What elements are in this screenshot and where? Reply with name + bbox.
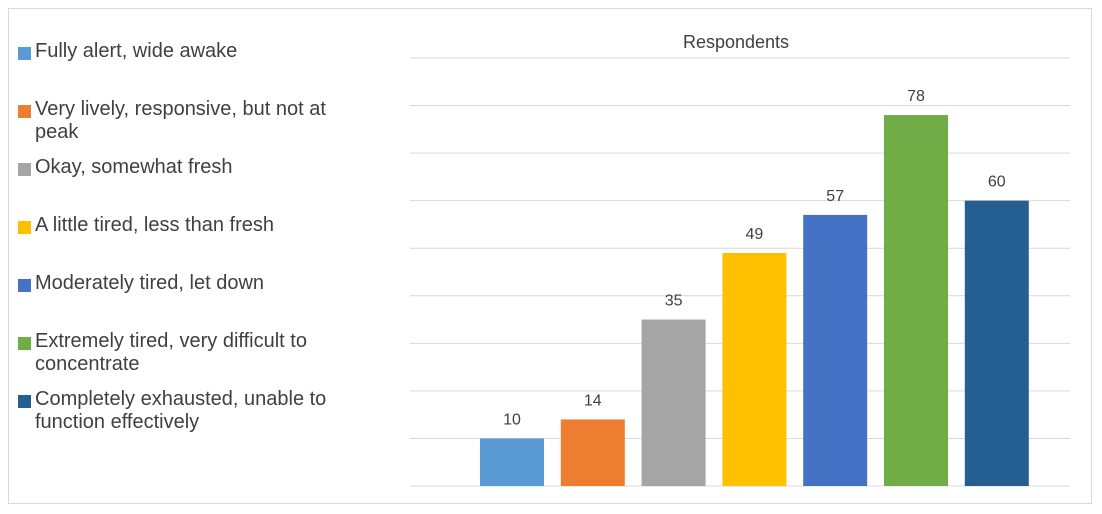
data-label: 10 — [503, 411, 521, 428]
legend-label-line: Very lively, responsive, but not at — [35, 98, 326, 120]
data-label: 35 — [665, 293, 683, 310]
legend-label: Completely exhausted, unable to function … — [35, 388, 326, 434]
legend-label-line: Completely exhausted, unable to — [35, 388, 327, 410]
legend-label: A little tired, less than fresh — [35, 214, 274, 237]
legend-swatch — [18, 105, 31, 118]
data-label: 14 — [584, 392, 602, 409]
legend-item: Fully alert, wide awake — [18, 40, 418, 63]
legend-item: A little tired, less than fresh — [18, 214, 418, 237]
legend-item: Extremely tired, very difficult to concen… — [18, 330, 418, 376]
bar — [560, 419, 625, 486]
legend-label-line: function effectively — [35, 411, 200, 433]
bar-series: 10 14 35 49 57 78 60 — [480, 88, 1029, 487]
bar — [964, 200, 1029, 486]
chart-title: Respondents — [683, 32, 789, 52]
legend-label-line: peak — [35, 121, 79, 143]
legend-label: Very lively, responsive, but not at peak — [35, 98, 326, 144]
legend-swatch — [18, 221, 31, 234]
legend-item: Okay, somewhat fresh — [18, 156, 418, 179]
legend-swatch — [18, 337, 31, 350]
bar — [480, 438, 544, 486]
bar — [641, 319, 706, 486]
data-label: 60 — [988, 174, 1006, 191]
legend-label-line: Moderately tired, let down — [35, 272, 265, 294]
legend-swatch — [18, 47, 31, 60]
legend-label: Fully alert, wide awake — [35, 40, 237, 63]
legend-label-line: concentrate — [35, 353, 140, 375]
legend-label: Extremely tired, very difficult to concen… — [35, 330, 307, 376]
legend-item: Very lively, responsive, but not at peak — [18, 98, 418, 144]
data-label: 78 — [907, 88, 925, 105]
legend-item: Moderately tired, let down — [18, 272, 418, 295]
legend-label-line: A little tired, less than fresh — [35, 214, 275, 236]
data-label: 57 — [826, 188, 844, 205]
legend-label-line: Fully alert, wide awake — [35, 40, 238, 62]
legend-label-line: Okay, somewhat fresh — [35, 156, 233, 178]
legend-swatch — [18, 163, 31, 176]
bar — [803, 214, 868, 486]
bar — [722, 252, 787, 486]
legend-label-line: Extremely tired, very difficult to — [35, 330, 307, 352]
data-label: 49 — [746, 226, 764, 243]
legend-item: Completely exhausted, unable to function … — [18, 388, 418, 434]
legend-label: Okay, somewhat fresh — [35, 156, 232, 179]
bar — [884, 115, 948, 487]
legend-label: Moderately tired, let down — [35, 272, 264, 295]
legend-swatch — [18, 279, 31, 292]
legend-swatch — [18, 395, 31, 408]
